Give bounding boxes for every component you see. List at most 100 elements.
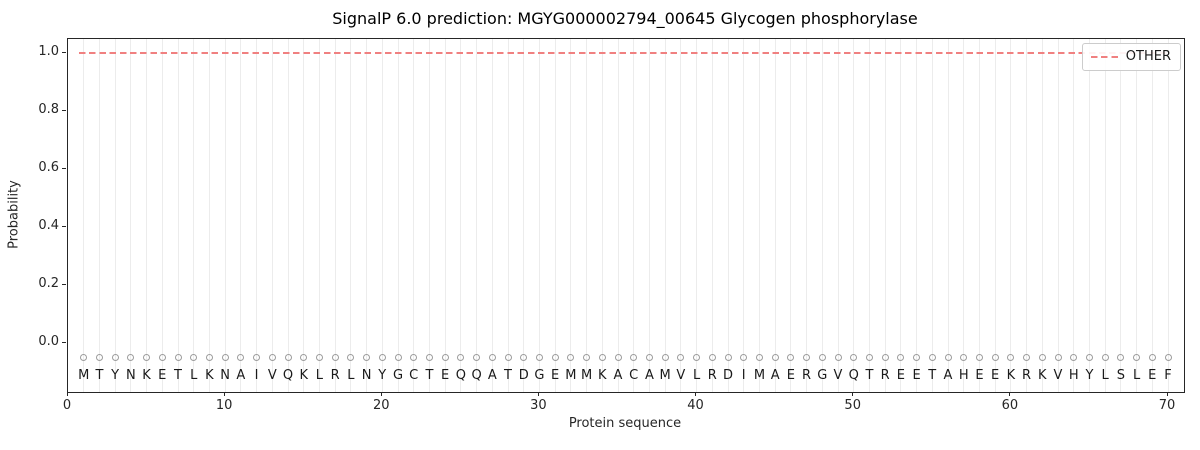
residue-marker-circle: [740, 354, 748, 361]
residue-letter: M: [659, 368, 671, 383]
other-probability-line: [78, 52, 1168, 54]
residue-marker-circle: [111, 354, 119, 361]
residue-marker-circle: [1117, 354, 1125, 361]
residue-marker-circle: [394, 354, 402, 361]
residue-letter: A: [644, 368, 654, 383]
y-tick-mark: [62, 51, 66, 53]
residue-marker-circle: [598, 354, 606, 361]
gridline: [727, 39, 729, 392]
gridline: [428, 39, 430, 392]
residue-marker-circle: [865, 354, 873, 361]
residue-marker-circle: [441, 354, 449, 361]
residue-letter: L: [347, 368, 355, 383]
residue-letter: L: [1101, 368, 1109, 383]
y-tick-label: 1.0: [38, 44, 59, 59]
x-tick-mark: [223, 392, 225, 396]
gridline: [476, 39, 478, 392]
gridline: [130, 39, 132, 392]
gridline: [318, 39, 320, 392]
residue-marker-circle: [158, 354, 166, 361]
y-tick-mark: [62, 167, 66, 169]
gridline: [837, 39, 839, 392]
residue-letter: N: [220, 368, 230, 383]
gridline: [586, 39, 588, 392]
x-tick-mark: [695, 392, 697, 396]
residue-letter: L: [315, 368, 324, 383]
gridline: [884, 39, 886, 392]
gridline: [350, 39, 352, 392]
residue-marker-circle: [928, 354, 936, 361]
residue-letter: E: [975, 368, 984, 383]
gridline: [177, 39, 179, 392]
residue-letter: E: [551, 368, 560, 383]
x-tick-mark: [852, 392, 854, 396]
gridline: [146, 39, 148, 392]
residue-marker-circle: [583, 354, 591, 361]
residue-marker-circle: [944, 354, 952, 361]
gridline: [1120, 39, 1122, 392]
residue-letter: E: [896, 368, 905, 383]
residue-letter: G: [817, 368, 828, 383]
gridline: [680, 39, 682, 392]
gridline: [334, 39, 336, 392]
residue-marker-circle: [504, 354, 512, 361]
gridline: [193, 39, 195, 392]
residue-marker-circle: [80, 354, 88, 361]
residue-letter: A: [613, 368, 623, 383]
gridline: [696, 39, 698, 392]
y-tick-label: 0.8: [38, 102, 59, 117]
gridline: [617, 39, 619, 392]
gridline: [931, 39, 933, 392]
residue-letter: Q: [282, 368, 294, 383]
x-tick-mark: [537, 392, 539, 396]
residue-marker-circle: [1101, 354, 1109, 361]
residue-marker-circle: [174, 354, 182, 361]
gridline: [83, 39, 85, 392]
residue-marker-circle: [1038, 354, 1046, 361]
residue-letter: A: [943, 368, 953, 383]
gridline: [1104, 39, 1106, 392]
gridline: [963, 39, 965, 392]
residue-marker-circle: [520, 354, 528, 361]
residue-marker-circle: [787, 354, 795, 361]
y-tick-label: 0.0: [38, 334, 59, 349]
gridline: [271, 39, 273, 392]
residue-letter: R: [802, 368, 812, 383]
gridline: [1010, 39, 1012, 392]
gridline: [224, 39, 226, 392]
gridline: [743, 39, 745, 392]
gridline: [1073, 39, 1075, 392]
residue-letter: Q: [848, 368, 859, 383]
gridline: [1026, 39, 1028, 392]
residue-letter: T: [865, 368, 874, 383]
y-axis-label: Probability: [6, 180, 22, 249]
residue-letter: V: [1053, 368, 1063, 383]
residue-marker-circle: [771, 354, 779, 361]
residue-marker-circle: [693, 354, 701, 361]
residue-marker-circle: [661, 354, 669, 361]
residue-marker-circle: [363, 354, 371, 361]
x-tick-label: 0: [62, 398, 72, 413]
residue-marker-circle: [724, 354, 732, 361]
residue-marker-circle: [567, 354, 575, 361]
gridline: [601, 39, 603, 392]
gridline: [570, 39, 572, 392]
residue-letter: L: [190, 368, 198, 383]
residue-letter: I: [254, 368, 259, 383]
residue-letter: S: [1116, 368, 1125, 383]
residue-marker-circle: [818, 354, 826, 361]
gridline: [821, 39, 823, 392]
gridline: [507, 39, 509, 392]
y-tick-mark: [62, 341, 66, 343]
residue-letter: K: [205, 368, 214, 383]
y-tick-mark: [62, 283, 66, 285]
gridline: [758, 39, 760, 392]
residue-letter: G: [392, 368, 404, 383]
gridline: [161, 39, 163, 392]
gridline: [287, 39, 289, 392]
residue-letter: E: [912, 368, 921, 383]
legend-other-dashed-line-sample: [1090, 56, 1118, 58]
gridline: [444, 39, 446, 392]
residue-letter: M: [753, 368, 766, 383]
